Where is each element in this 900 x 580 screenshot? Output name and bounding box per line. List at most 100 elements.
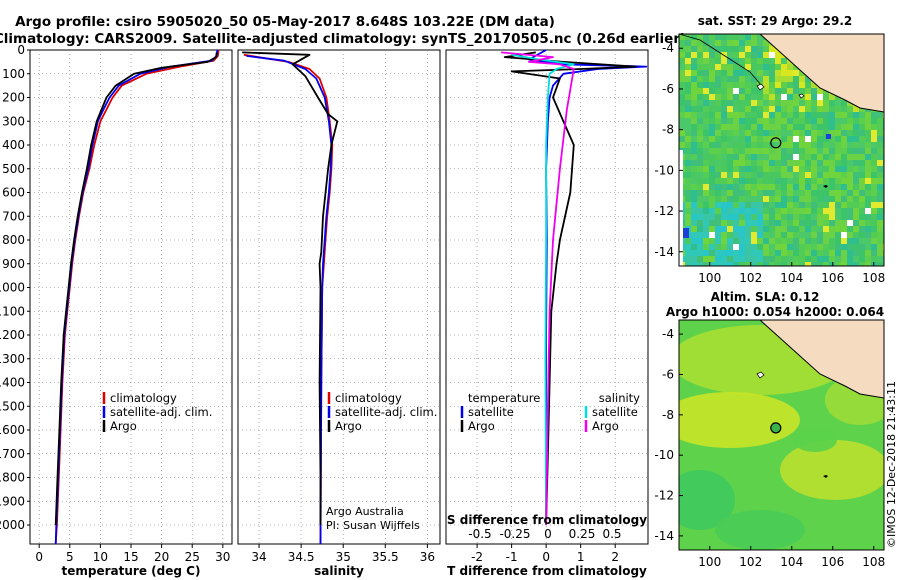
sst-heatmap-cell (703, 106, 709, 112)
sst-heatmap-cell (817, 136, 823, 142)
sst-heatmap-cell (679, 124, 685, 130)
sst-heatmap-cell (847, 172, 853, 178)
sst-heatmap-cell (829, 184, 835, 190)
sst-heatmap-cell (835, 154, 841, 160)
sst-heatmap-cell (835, 226, 841, 232)
sst-heatmap-cell (691, 238, 697, 244)
sst-heatmap-cell (763, 70, 769, 76)
sst-heatmap-cell (823, 232, 829, 238)
sst-heatmap-cell (769, 172, 775, 178)
sst-heatmap-cell (805, 178, 811, 184)
sst-heatmap-cell (835, 250, 841, 256)
sst-heatmap-cell (781, 112, 787, 118)
sst-heatmap-cell (865, 250, 871, 256)
sst-heatmap-cell (757, 124, 763, 130)
sst-heatmap-cell (799, 214, 805, 220)
sst-heatmap-cell (787, 88, 793, 94)
sst-heatmap-cell (715, 118, 721, 124)
sst-heatmap-cell (703, 70, 709, 76)
sst-heatmap-cell (751, 214, 757, 220)
small-island (756, 371, 765, 379)
sst-heatmap-cell (847, 232, 853, 238)
sst-heatmap-cell (775, 148, 781, 154)
series-line-salinity-satellite (511, 53, 575, 526)
sst-heatmap-cell (697, 136, 703, 142)
sst-heatmap-cell (721, 154, 727, 160)
sst-heatmap-cell (871, 118, 877, 124)
sst-heatmap-cell (715, 172, 721, 178)
sst-heatmap-cell (733, 142, 739, 148)
sst-heatmap-cell (865, 238, 871, 244)
sst-map-panel: sat. SST: 29 Argo: 29.2 100 102 104 106 108 -… (654, 14, 885, 285)
sst-heatmap-cell (751, 52, 757, 58)
sst-heatmap-cell (769, 214, 775, 220)
sst-heatmap-cell (781, 94, 787, 100)
sst-heatmap-cell (751, 94, 757, 100)
sst-heatmap-cell (781, 196, 787, 202)
sst-heatmap-cell (697, 226, 703, 232)
sst-heatmap-cell (799, 184, 805, 190)
sst-heatmap-cell (793, 76, 799, 82)
sst-heatmap-cell (751, 142, 757, 148)
sst-heatmap-cell (691, 40, 697, 46)
sst-heatmap-cell (799, 178, 805, 184)
sst-heatmap-cell (739, 220, 745, 226)
sst-heatmap-cell (853, 130, 859, 136)
sst-heatmap-cell (751, 34, 757, 40)
sst-heatmap-cell (703, 202, 709, 208)
sst-heatmap-cell (715, 202, 721, 208)
sst-heatmap-cell (829, 214, 835, 220)
sst-heatmap-cell (721, 160, 727, 166)
sst-heatmap-cell (745, 262, 751, 266)
sst-heatmap-cell (793, 160, 799, 166)
sst-heatmap-cell (703, 172, 709, 178)
sst-heatmap-cell (697, 214, 703, 220)
sst-heatmap-cell (721, 172, 727, 178)
sst-heatmap-cell (775, 52, 781, 58)
legend-label-satellite-s: satellite (592, 405, 638, 419)
sst-heatmap-cell (763, 82, 769, 88)
sst-heatmap-cell (685, 136, 691, 142)
sst-heatmap-cell (841, 238, 847, 244)
sst-heatmap-cell (793, 166, 799, 172)
sst-heatmap-cell (763, 244, 769, 250)
sst-heatmap-cell (745, 184, 751, 190)
sst-heatmap-cell (859, 244, 865, 250)
sst-heatmap-cell (721, 256, 727, 262)
sst-heatmap-cell (733, 118, 739, 124)
sst-heatmap-cell (805, 166, 811, 172)
sst-heatmap-cell (805, 112, 811, 118)
sst-heatmap-cell (763, 40, 769, 46)
legend-label-climatology: climatology (335, 391, 402, 405)
sst-heatmap-cell (679, 34, 685, 40)
s-diff-tick: 0.5 (602, 527, 621, 541)
sst-heatmap-cell (823, 256, 829, 262)
sst-heatmap-cell (799, 112, 805, 118)
sst-heatmap-cell (805, 202, 811, 208)
sst-heatmap-cell (763, 76, 769, 82)
salinity-panel: 34 34.5 35 35.5 36 salinity climatology sate… (237, 49, 441, 578)
sst-heatmap-cell (721, 136, 727, 142)
sst-heatmap-cell (757, 112, 763, 118)
s-diff-tick: 0 (544, 527, 552, 541)
sst-heatmap-cell (763, 214, 769, 220)
sst-heatmap-cell (745, 88, 751, 94)
sst-heatmap-cell (739, 100, 745, 106)
sst-heatmap-cell (709, 76, 715, 82)
sst-heatmap-cell (871, 166, 877, 172)
sst-heatmap-cell (727, 58, 733, 64)
sst-heatmap-cell (745, 64, 751, 70)
sst-heatmap-cell (817, 148, 823, 154)
map-x-tick-label: 108 (862, 271, 885, 285)
sst-heatmap-cell (739, 148, 745, 154)
sst-heatmap-cell (685, 244, 691, 250)
sst-heatmap-cell (841, 100, 847, 106)
sst-heatmap-cell (697, 250, 703, 256)
sst-heatmap-cell (715, 160, 721, 166)
sst-map-frame (678, 33, 885, 267)
sst-heatmap-cell (727, 256, 733, 262)
sst-heatmap-cell (757, 46, 763, 52)
sst-heatmap-cell (685, 64, 691, 70)
sst-heatmap-cell (715, 64, 721, 70)
sst-heatmap-cell (745, 244, 751, 250)
